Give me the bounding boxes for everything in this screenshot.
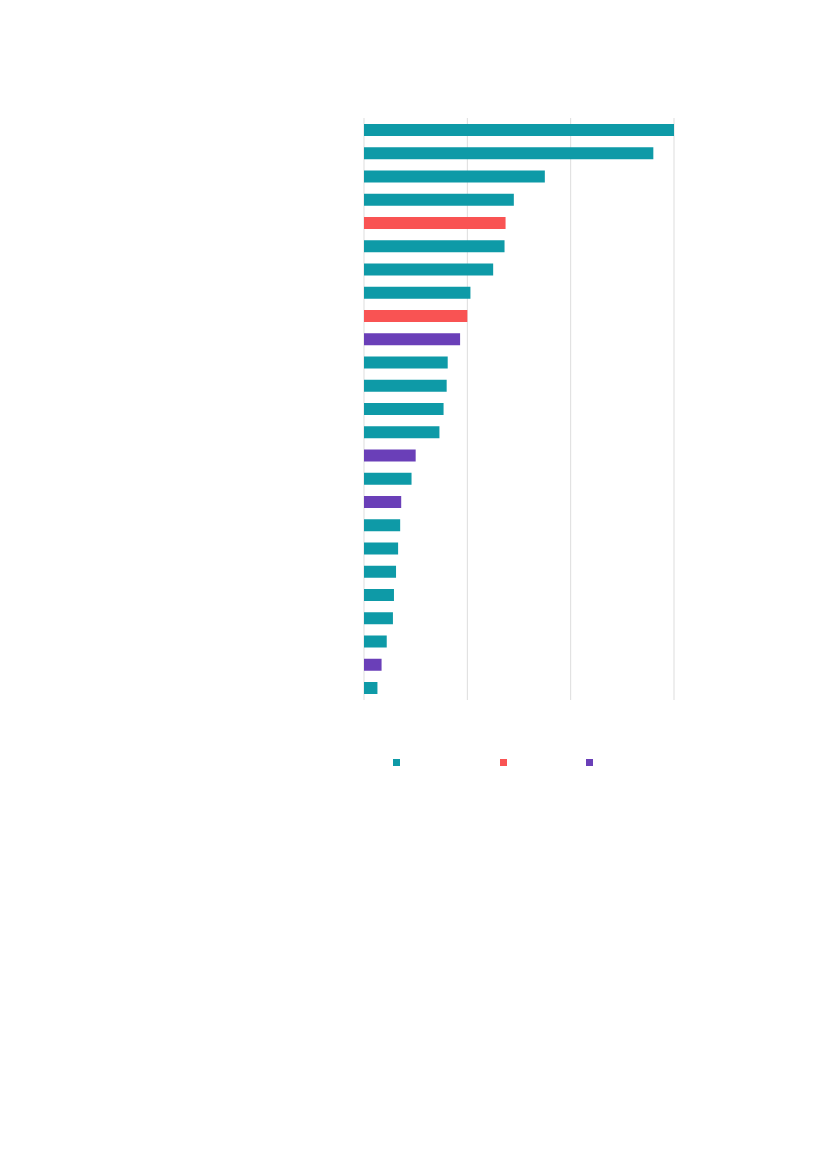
bar-17 xyxy=(364,496,402,508)
legend-item-series-3 xyxy=(586,758,597,766)
bar-10 xyxy=(364,333,461,346)
bar-8 xyxy=(364,286,471,299)
bar-11 xyxy=(364,356,448,369)
legend-item-series-2 xyxy=(500,758,511,766)
legend-swatch-series-1 xyxy=(393,758,400,766)
bar-15 xyxy=(364,449,416,462)
bar-13 xyxy=(364,403,444,415)
chart-legend xyxy=(393,754,597,770)
bar-18 xyxy=(364,519,401,532)
bar-9 xyxy=(364,310,468,322)
bar-14 xyxy=(364,426,440,439)
bar-25 xyxy=(364,682,378,694)
bar-2 xyxy=(364,147,654,160)
bar-24 xyxy=(364,658,382,671)
bar-21 xyxy=(364,589,394,601)
chart-bars xyxy=(364,124,674,694)
bar-1 xyxy=(364,124,674,136)
legend-item-series-1 xyxy=(393,758,404,766)
bar-16 xyxy=(364,472,412,485)
bar-12 xyxy=(364,379,447,392)
bar-7 xyxy=(364,263,494,276)
bar-5 xyxy=(364,217,506,229)
bar-4 xyxy=(364,193,514,206)
bar-6 xyxy=(364,240,505,253)
bar-20 xyxy=(364,565,397,578)
bar-19 xyxy=(364,542,399,555)
bar-22 xyxy=(364,612,393,625)
legend-swatch-series-3 xyxy=(586,758,593,766)
bar-3 xyxy=(364,170,545,183)
legend-swatch-series-2 xyxy=(500,758,507,766)
bar-23 xyxy=(364,635,387,648)
